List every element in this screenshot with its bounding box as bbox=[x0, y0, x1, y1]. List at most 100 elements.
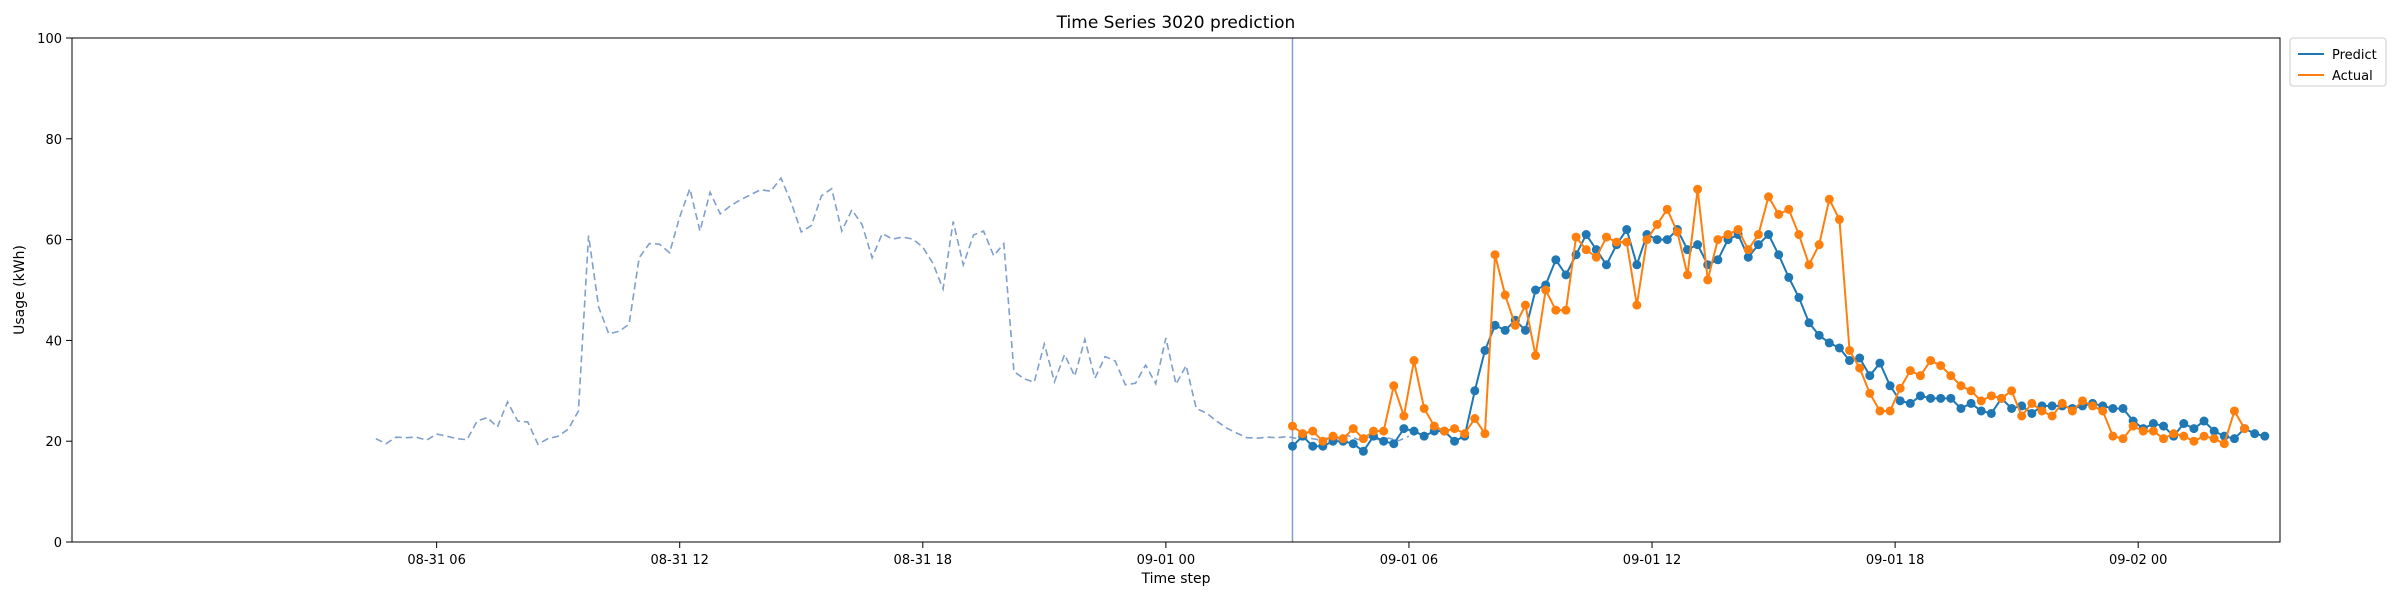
actual-point bbox=[1642, 235, 1652, 245]
actual-point bbox=[1936, 361, 1946, 371]
predict-point bbox=[1470, 386, 1480, 396]
chart-title: Time Series 3020 prediction bbox=[1056, 13, 1296, 33]
actual-point bbox=[1824, 194, 1834, 204]
actual-point bbox=[1470, 414, 1480, 424]
predict-point bbox=[1865, 371, 1875, 381]
predict-point bbox=[1601, 260, 1611, 270]
actual-point bbox=[2138, 426, 2148, 436]
actual-point bbox=[2007, 386, 2017, 396]
actual-point bbox=[1834, 214, 1844, 224]
predict-point bbox=[1348, 439, 1358, 449]
actual-point bbox=[2118, 434, 2128, 444]
predict-point bbox=[2209, 426, 2219, 436]
predict-point bbox=[1287, 441, 1297, 451]
x-tick-label: 08-31 06 bbox=[407, 553, 465, 568]
predict-point bbox=[1915, 391, 1925, 401]
actual-point bbox=[1520, 300, 1530, 310]
actual-point bbox=[1703, 275, 1713, 285]
x-tick-label: 08-31 12 bbox=[650, 553, 708, 568]
predict-point bbox=[1531, 285, 1541, 295]
x-tick-label: 08-31 18 bbox=[894, 553, 952, 568]
x-axis-title: Time step bbox=[1141, 571, 1211, 587]
y-tick-label: 100 bbox=[37, 32, 62, 47]
actual-point bbox=[2169, 429, 2179, 439]
actual-point bbox=[1419, 403, 1429, 413]
predict-point bbox=[2148, 419, 2158, 429]
actual-point bbox=[1358, 434, 1368, 444]
predict-point bbox=[1389, 439, 1399, 449]
actual-point bbox=[1348, 424, 1358, 434]
predict-line bbox=[1291, 227, 2266, 453]
actual-point bbox=[2098, 406, 2108, 416]
actual-point bbox=[1490, 250, 1500, 260]
predict-point bbox=[1652, 235, 1662, 245]
predict-point bbox=[2159, 421, 2169, 431]
predict-point bbox=[2250, 429, 2260, 439]
predict-point bbox=[1662, 235, 1672, 245]
actual-point bbox=[1601, 232, 1611, 242]
actual-point bbox=[1450, 424, 1460, 434]
actual-point bbox=[1875, 406, 1885, 416]
actual-point bbox=[1551, 305, 1561, 315]
predict-point bbox=[1743, 252, 1753, 262]
actual-point bbox=[2229, 406, 2239, 416]
predict-point bbox=[1834, 343, 1844, 353]
predict-point bbox=[2179, 419, 2189, 429]
predict-point bbox=[1855, 353, 1865, 363]
actual-point bbox=[1794, 230, 1804, 240]
predict-point bbox=[1764, 230, 1774, 240]
actual-point bbox=[1652, 219, 1662, 229]
predict-point bbox=[1480, 345, 1490, 355]
actual-point bbox=[1460, 429, 1470, 439]
y-tick-label: 60 bbox=[45, 234, 62, 249]
actual-point bbox=[1905, 366, 1915, 376]
actual-point bbox=[1531, 351, 1541, 361]
actual-point bbox=[1409, 356, 1419, 366]
actual-point bbox=[1561, 305, 1571, 315]
y-axis-title: Usage (kWh) bbox=[12, 245, 28, 335]
actual-point bbox=[1672, 227, 1682, 237]
actual-point bbox=[2189, 436, 2199, 446]
legend: Predict Actual bbox=[2289, 37, 2387, 87]
predict-point bbox=[1419, 431, 1429, 441]
predict-point bbox=[2229, 434, 2239, 444]
predict-point bbox=[1632, 260, 1642, 270]
y-tick-label: 0 bbox=[54, 536, 62, 551]
actual-point bbox=[2047, 411, 2057, 421]
predict-point bbox=[2199, 416, 2209, 426]
predict-point bbox=[1946, 393, 1956, 403]
actual-point bbox=[1318, 436, 1328, 446]
actual-point bbox=[1693, 184, 1703, 194]
actual-point bbox=[1986, 391, 1996, 401]
actual-point bbox=[1845, 345, 1855, 355]
x-tick-label: 09-01 18 bbox=[1866, 553, 1924, 568]
predict-point bbox=[2189, 424, 2199, 434]
x-tick-label: 09-02 00 bbox=[2109, 553, 2167, 568]
predict-point bbox=[2007, 403, 2017, 413]
actual-point bbox=[1915, 371, 1925, 381]
predict-point bbox=[1845, 356, 1855, 366]
actual-point bbox=[1996, 393, 2006, 403]
predict-point bbox=[1409, 426, 1419, 436]
x-tick-label: 09-01 00 bbox=[1137, 553, 1195, 568]
predict-point bbox=[2118, 403, 2128, 413]
actual-point bbox=[1287, 421, 1297, 431]
actual-point bbox=[1612, 237, 1622, 247]
predict-point bbox=[2047, 401, 2057, 411]
predict-point bbox=[1966, 398, 1976, 408]
predict-point bbox=[1399, 424, 1409, 434]
actual-point bbox=[1723, 230, 1733, 240]
actual-point bbox=[1956, 381, 1966, 391]
actual-point bbox=[1328, 431, 1338, 441]
actual-point bbox=[1713, 235, 1723, 245]
actual-point bbox=[2219, 439, 2229, 449]
actual-point bbox=[1946, 371, 1956, 381]
actual-point bbox=[1804, 260, 1814, 270]
predict-point bbox=[1551, 255, 1561, 265]
actual-point bbox=[1500, 290, 1510, 300]
actual-point bbox=[1510, 320, 1520, 330]
actual-point bbox=[1298, 429, 1308, 439]
actual-point bbox=[2240, 424, 2250, 434]
actual-point bbox=[1622, 237, 1632, 247]
